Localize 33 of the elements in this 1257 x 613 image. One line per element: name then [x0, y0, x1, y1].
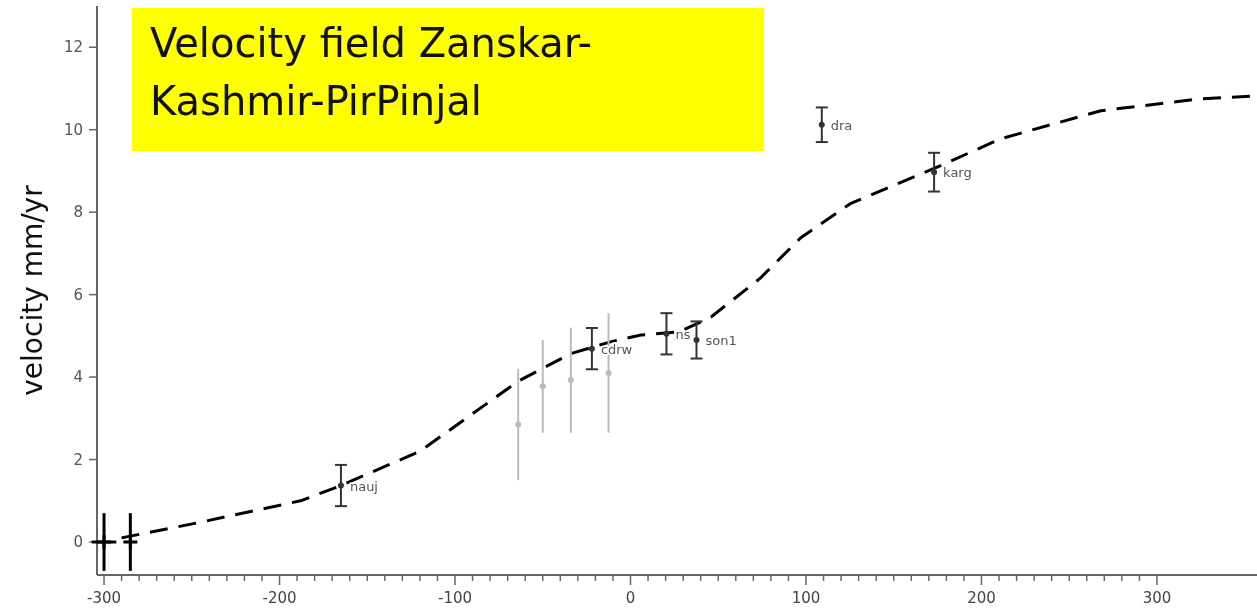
y-tick-label: 6 — [73, 285, 83, 304]
annotation: son1 — [705, 332, 737, 348]
x-tick-label: 200 — [967, 589, 996, 607]
y-tick-label: 10 — [63, 120, 83, 139]
x-tick-label: 100 — [791, 589, 821, 607]
y-axis-title: velocity mm/yr — [16, 184, 49, 396]
x-tick-label: 300 — [1142, 589, 1172, 607]
x-tick-label: -300 — [87, 589, 122, 607]
point — [818, 121, 825, 128]
annotation: cdrw — [600, 341, 633, 357]
annotation: dra — [830, 117, 853, 133]
point — [663, 330, 670, 337]
point — [515, 421, 522, 428]
point — [693, 336, 700, 343]
x-tick-label: 0 — [625, 589, 636, 607]
point — [539, 383, 546, 390]
annotation: karg — [943, 165, 972, 181]
y-tick-label: 2 — [73, 450, 83, 469]
point — [337, 482, 344, 489]
text: Velocity field Zanskar- Kashmir-PirPinjal — [150, 20, 593, 124]
point — [931, 169, 938, 176]
annotation: ns — [675, 326, 691, 342]
point — [95, 533, 113, 551]
point — [567, 376, 574, 383]
point — [588, 345, 595, 352]
y-tick-label: 0 — [73, 533, 83, 552]
point — [605, 369, 612, 376]
y-tick-label: 8 — [73, 203, 83, 222]
annotation: nauj — [349, 478, 378, 494]
y-tick-label: 4 — [73, 368, 83, 387]
x-tick-label: -100 — [437, 589, 473, 607]
x-tick-label: -200 — [262, 589, 297, 607]
y-tick-label: 12 — [63, 38, 83, 57]
